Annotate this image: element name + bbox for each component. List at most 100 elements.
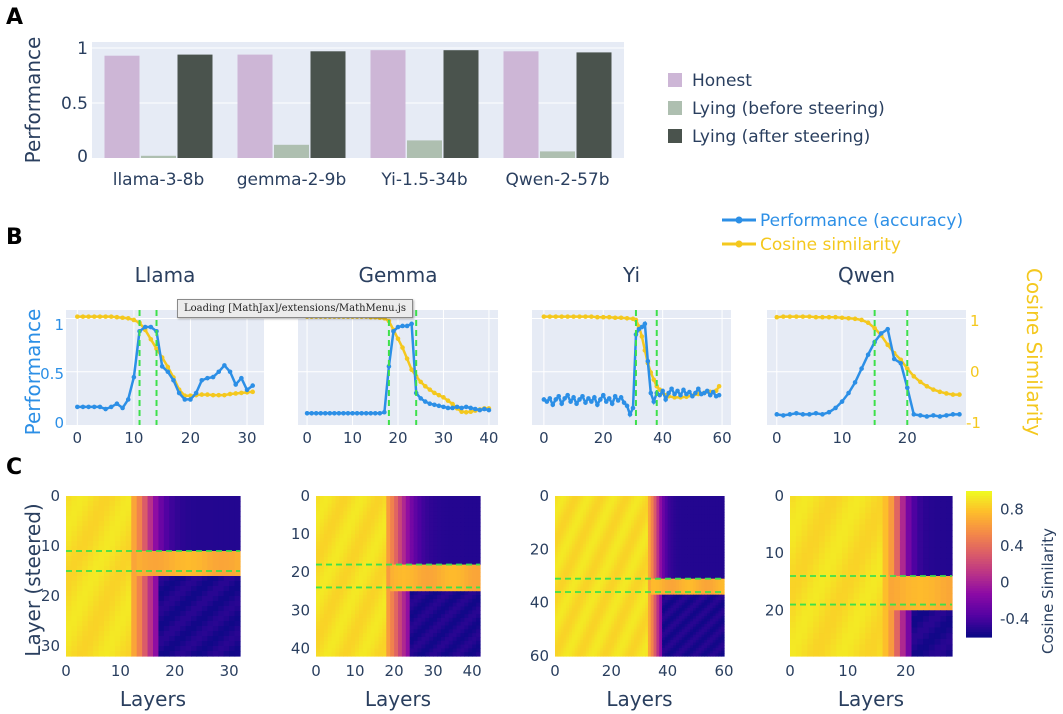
heatmap-cell <box>594 562 598 566</box>
heatmap-cell <box>571 538 576 542</box>
heatmap-cell <box>642 496 646 500</box>
heatmap-cell <box>645 544 649 548</box>
performance-point <box>678 392 683 398</box>
heatmap-cell <box>701 565 705 569</box>
heatmap-cell <box>444 636 450 642</box>
heatmap-cell <box>476 515 481 520</box>
heatmap-cell <box>602 541 607 545</box>
heatmap-cell <box>343 503 348 509</box>
heatmap-cell <box>712 549 717 553</box>
heatmap-cell <box>158 581 165 587</box>
heatmap-cell <box>464 545 469 550</box>
heatmap-cell <box>147 606 154 612</box>
heatmap-cell <box>425 526 430 531</box>
heatmap-cell <box>588 573 593 577</box>
heatmap-cell <box>602 565 607 569</box>
heatmap-cell <box>104 641 111 647</box>
heatmap-cell <box>468 545 473 550</box>
heatmap-cell <box>709 544 714 548</box>
heatmap-cell <box>358 625 364 630</box>
heatmap-cell <box>707 549 711 553</box>
heatmap-cell <box>721 536 725 540</box>
heatmap-cell <box>421 602 426 608</box>
heatmap-cell <box>335 610 341 615</box>
heatmap-cell <box>642 533 646 537</box>
heatmap-cell <box>394 518 399 524</box>
heatmap-cell <box>588 552 593 556</box>
heatmap-cell <box>201 596 208 602</box>
heatmap-cell <box>201 631 208 637</box>
heatmap-cell <box>585 541 590 545</box>
heatmap-cell <box>580 509 584 513</box>
heatmap-cell <box>409 602 415 608</box>
heatmap-cell <box>560 506 565 510</box>
heatmap-cell <box>602 498 607 502</box>
heatmap-cell <box>676 536 680 540</box>
heatmap-cell <box>185 516 192 522</box>
heatmap-cell <box>114 616 121 622</box>
heatmap-cell <box>571 514 576 518</box>
heatmap-cell <box>82 571 89 577</box>
y-tick-label: 0 <box>300 487 310 505</box>
heatmap-cell <box>659 565 663 569</box>
heatmap-cell <box>87 541 94 547</box>
heatmap-cell <box>66 536 73 542</box>
heatmap-cell <box>425 636 430 642</box>
heatmap-cell <box>413 579 419 585</box>
heatmap-cell <box>698 514 703 518</box>
heatmap-cell <box>642 501 646 505</box>
heatmap-cell <box>464 633 469 638</box>
heatmap-cell <box>158 501 165 507</box>
heatmap-cell <box>560 562 565 566</box>
heatmap-cell <box>218 651 225 657</box>
heatmap-cell <box>583 565 587 569</box>
heatmap-cell <box>619 514 624 518</box>
heatmap-cell <box>355 526 360 531</box>
heatmap-cell <box>394 636 399 642</box>
heatmap-cell <box>452 606 458 611</box>
heatmap-cell <box>339 633 344 638</box>
cosine-point <box>800 314 806 319</box>
heatmap-cell <box>425 579 430 585</box>
heatmap-cell <box>653 560 657 564</box>
heatmap-cell <box>673 554 677 558</box>
x-tick-label: 10 <box>343 429 362 447</box>
heatmap-cell <box>452 621 458 627</box>
heatmap-cell <box>653 522 657 526</box>
heatmap-cell <box>664 504 669 508</box>
heatmap-cell <box>645 552 649 556</box>
heatmap-cell <box>594 517 598 521</box>
heatmap-cell <box>448 564 454 569</box>
heatmap-cell <box>331 595 337 600</box>
heatmap-cell <box>355 553 360 558</box>
heatmap-cell <box>401 518 407 524</box>
heatmap-cell <box>707 536 711 540</box>
heatmap-cell <box>583 520 587 524</box>
heatmap-cell <box>347 568 352 573</box>
heatmap-cell <box>667 533 672 537</box>
heatmap-cell <box>82 616 89 622</box>
heatmap-cell <box>433 644 438 649</box>
heatmap-cell <box>382 648 387 653</box>
x-tick-label: 20 <box>165 662 184 680</box>
heatmap-cell <box>656 560 660 564</box>
cosine-point <box>595 314 600 320</box>
bar <box>503 51 539 158</box>
heatmap-cell <box>327 541 333 547</box>
heatmap-cell <box>656 498 660 502</box>
heatmap-cell <box>709 512 714 516</box>
heatmap-cell <box>569 509 573 513</box>
heatmap-cell <box>608 552 612 556</box>
heatmap-cell <box>636 530 641 534</box>
heatmap-cell <box>664 549 669 553</box>
heatmap-cell <box>398 572 403 577</box>
heatmap-cell <box>440 610 446 615</box>
heatmap-cell <box>712 565 717 569</box>
heatmap-cell <box>125 556 132 562</box>
performance-point <box>693 390 698 396</box>
heatmap-cell <box>366 648 372 653</box>
heatmap-cell <box>448 568 454 573</box>
heatmap-cell <box>163 611 170 617</box>
heatmap-cell <box>440 499 446 505</box>
heatmap-cell <box>142 601 149 607</box>
